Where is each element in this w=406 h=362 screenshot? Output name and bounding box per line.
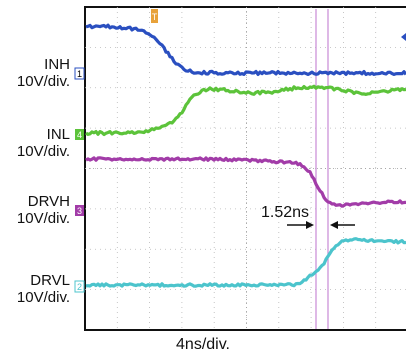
inh-label: INH 10V/div. [2, 56, 70, 90]
trace-drvl [85, 237, 406, 288]
channel-marker-3: 3 [75, 205, 84, 216]
drvh-label: DRVH 10V/div. [2, 193, 70, 227]
timebase-label: 4ns/div. [176, 336, 230, 353]
trigger-marker [151, 9, 158, 23]
channel-marker-1-id: 1 [77, 69, 82, 79]
drvh-scale: 10V/div. [16, 210, 70, 227]
channel-marker-2-id: 2 [77, 282, 82, 292]
channel-marker-1: 1 [74, 67, 85, 80]
drvl-label: DRVL 10V/div. [2, 272, 70, 306]
drvl-name: DRVL [30, 272, 70, 289]
drvl-scale: 10V/div. [16, 289, 70, 306]
inh-scale: 10V/div. [16, 73, 70, 90]
measurement-label: 1.52ns [261, 204, 309, 221]
channel-marker-4: 4 [75, 129, 84, 140]
trace-drvh [85, 156, 406, 208]
channel-marker-3-id: 3 [77, 206, 82, 216]
inh-name: INH [44, 56, 70, 73]
channel-marker-4-id: 4 [77, 130, 82, 140]
inl-scale: 10V/div. [16, 143, 70, 160]
arrow-right-head [330, 221, 338, 229]
trigger-marker-glyph: T [152, 12, 158, 22]
channel-marker-2: 2 [74, 280, 85, 293]
inl-name: INL [46, 126, 70, 143]
drvh-name: DRVH [27, 193, 70, 210]
trace-inh [85, 23, 406, 77]
inl-label: INL 10V/div. [2, 126, 70, 160]
trace-inl [85, 84, 406, 137]
arrow-left-head [306, 221, 314, 229]
trigger-level-marker [401, 33, 406, 41]
